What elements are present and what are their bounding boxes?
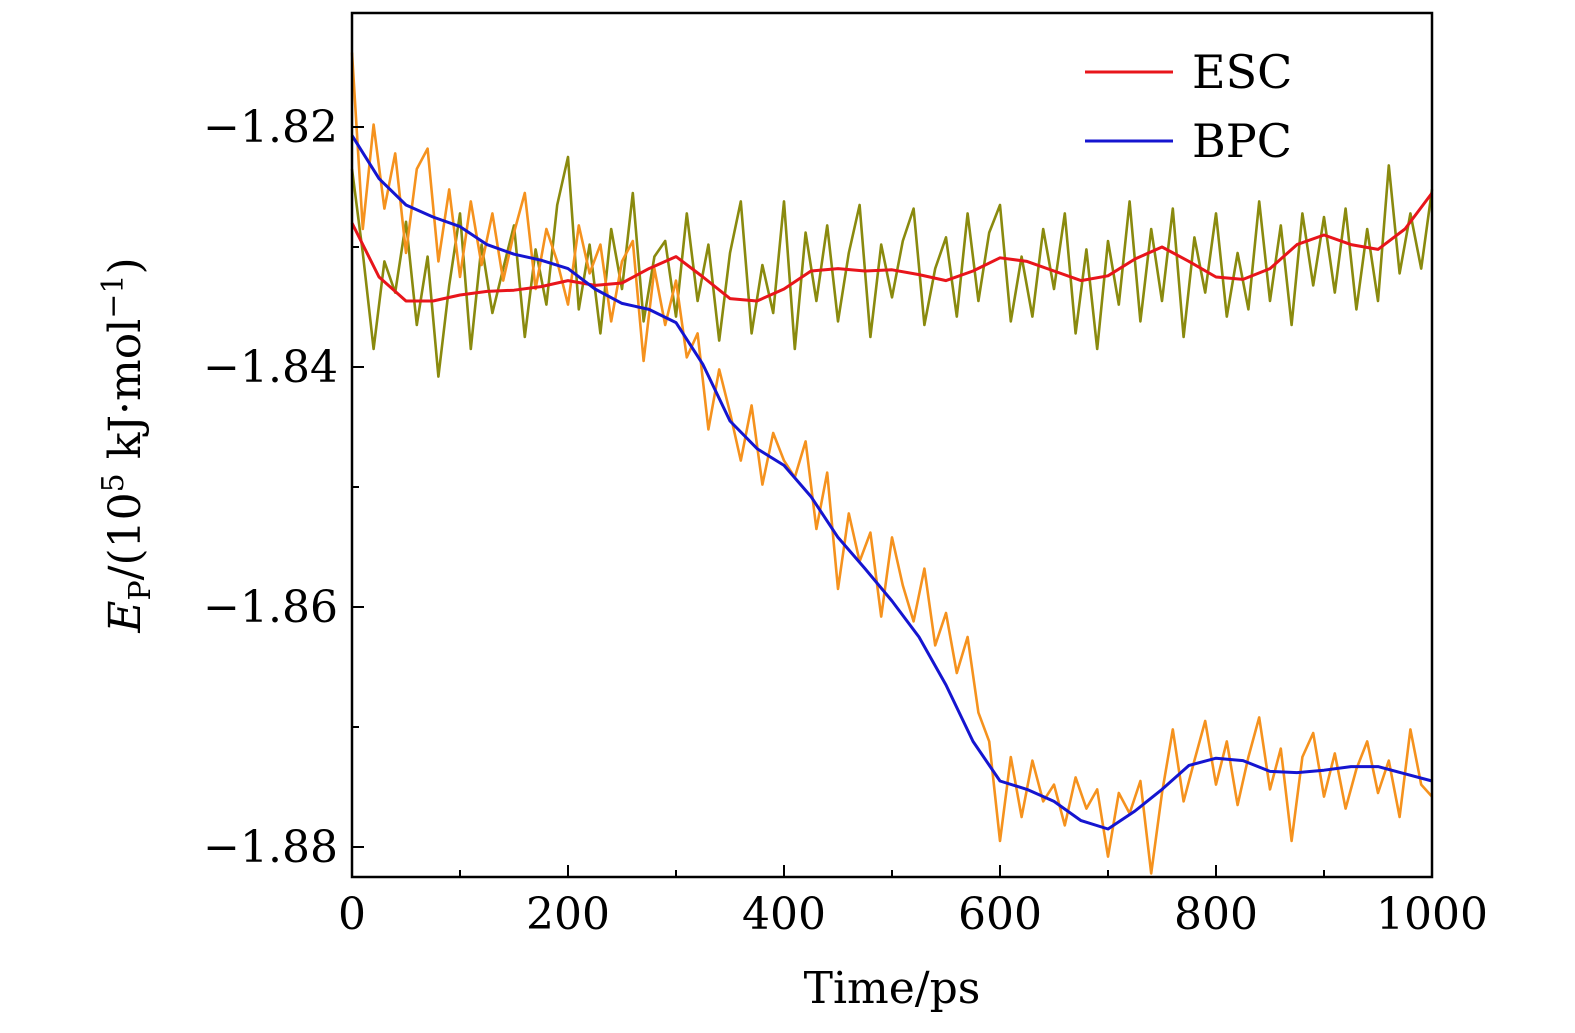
series-line-bpc: [350, 134, 1433, 831]
y-tick-label: −1.84: [203, 342, 338, 393]
legend-label-bpc: BPC: [1192, 114, 1292, 168]
series-line-esc-raw: [350, 155, 1434, 378]
y-axis-label-subscript: P: [123, 580, 158, 600]
y-axis-label-unit-exponent: −1: [96, 274, 131, 318]
y-axis-label-suffix: ): [100, 257, 151, 274]
y-axis-label-symbol: E: [100, 601, 151, 634]
y-axis: −1.82 −1.84 −1.86 −1.88: [203, 102, 364, 873]
y-axis-label-unit: kJ·mol: [100, 319, 151, 474]
x-tick-label: 600: [958, 889, 1042, 940]
y-tick-label: −1.86: [203, 582, 338, 633]
y-tick-label: −1.88: [203, 822, 338, 873]
smoothed-series-layer: [350, 134, 1434, 831]
x-tick-label: 400: [742, 889, 826, 940]
legend-label-esc: ESC: [1192, 45, 1292, 99]
legend: ESC BPC: [1085, 45, 1292, 168]
y-axis-label-exponent: 5: [96, 473, 131, 492]
y-axis-label: EP/(105 kJ·mol−1): [96, 257, 158, 633]
y-axis-label-prefix: /(10: [100, 492, 151, 580]
x-axis: 0 200 400 600 800 1000: [338, 865, 1488, 940]
x-tick-label: 0: [338, 889, 366, 940]
series-line-bpc-raw: [350, 52, 1433, 875]
series-line-esc: [350, 192, 1434, 303]
x-axis-label: Time/ps: [804, 963, 981, 1014]
y-tick-label: −1.82: [203, 102, 338, 153]
x-tick-label: 200: [526, 889, 610, 940]
raw-series-layer: [350, 52, 1434, 875]
x-tick-label: 800: [1174, 889, 1258, 940]
x-tick-label: 1000: [1376, 889, 1488, 940]
